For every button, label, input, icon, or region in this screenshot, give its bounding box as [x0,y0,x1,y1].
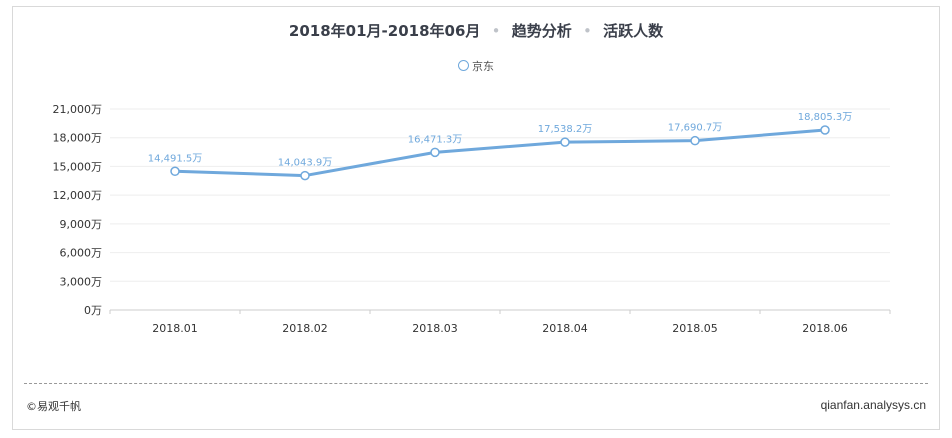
x-tick-label: 2018.06 [802,322,848,335]
title-part2: 趋势分析 [511,22,572,40]
y-tick-label: 9,000万 [60,218,103,231]
x-tick-label: 2018.01 [152,322,198,335]
chart-frame [12,6,940,430]
y-tick-label: 15,000万 [53,160,103,173]
data-point [430,147,440,158]
y-tick-label: 18,000万 [53,132,103,145]
data-label: 14,043.9万 [278,158,333,169]
data-point [690,135,700,146]
data-point [170,166,180,177]
chart-legend[interactable]: 京东 [0,58,952,74]
x-tick-label: 2018.03 [412,322,458,335]
y-tick-label: 21,000万 [53,103,103,116]
legend-circle-icon [458,60,469,71]
data-label: 17,690.7万 [668,123,723,134]
y-tick-label: 3,000万 [60,275,103,288]
series-line [174,128,826,178]
y-tick-label: 6,000万 [60,247,103,260]
data-label: 17,538.2万 [538,124,593,135]
y-tick-label: 12,000万 [53,189,103,202]
data-point [560,137,570,147]
data-label: 14,491.5万 [148,153,203,164]
title-part3: 活跃人数 [603,22,664,40]
y-tick-label: 0万 [84,304,102,317]
data-point [300,170,310,181]
title-period: 2018年01月-2018年06月 [288,22,481,40]
footer-divider [24,383,928,384]
x-tick-label: 2018.04 [542,322,588,335]
title-separator-1: • [491,22,501,40]
data-label: 18,805.3万 [798,112,853,123]
data-label: 16,471.3万 [408,134,463,145]
legend-label: 京东 [472,60,494,73]
data-point [820,125,830,135]
x-tick-label: 2018.05 [672,322,718,335]
footer-source: ©易观千帆 [26,400,81,413]
chart-title: 2018年01月-2018年06月 • 趋势分析 • 活跃人数 [0,20,952,41]
footer-site: qianfan.analysys.cn [820,398,926,412]
title-separator-2: • [582,22,592,40]
x-tick-label: 2018.02 [282,322,328,335]
